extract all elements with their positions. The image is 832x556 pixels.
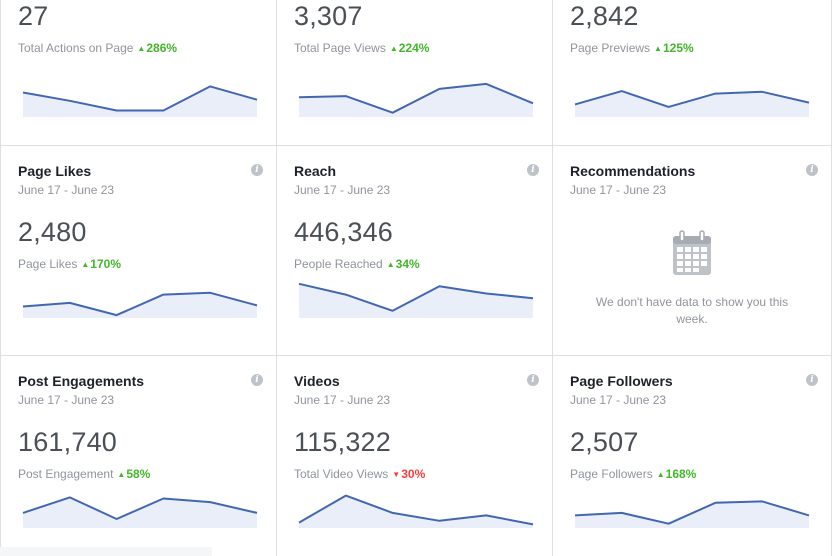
scroll-shadow xyxy=(0,547,212,556)
sparkline-area xyxy=(23,86,257,117)
card-title: Videos xyxy=(294,373,340,389)
sparkline-chart xyxy=(298,282,534,318)
card-title: Post Engagements xyxy=(18,373,145,389)
sparkline-chart xyxy=(22,496,258,528)
card-videos[interactable]: Videos June 17 - June 23 i 115,322 Total… xyxy=(277,356,553,556)
date-range: June 17 - June 23 xyxy=(18,183,115,197)
sparkline-line xyxy=(298,82,534,114)
calendar-icon xyxy=(673,230,711,275)
card-reach[interactable]: Reach June 17 - June 23 i 446,346 People… xyxy=(277,146,553,356)
card-title: Recommendations xyxy=(570,163,696,179)
metric-label-row: Total Video Views ▼30% xyxy=(294,467,425,481)
change-percent: 34% xyxy=(395,257,420,271)
down-arrow-icon: ▼ xyxy=(392,470,401,479)
change-percent: 30% xyxy=(401,467,426,481)
card-page-likes[interactable]: Page Likes June 17 - June 23 i 2,480 Pag… xyxy=(0,146,277,356)
change-percent: 168% xyxy=(665,467,697,481)
sparkline-line xyxy=(22,291,258,317)
metric-label: Page Followers xyxy=(570,467,653,481)
metric-label-row: Page Previews ▲125% xyxy=(570,41,694,55)
card-actions[interactable]: 27 Total Actions on Page ▲286% xyxy=(0,0,277,146)
sparkline-line xyxy=(574,90,810,108)
up-arrow-icon: ▲ xyxy=(389,44,398,53)
metric-value: 2,480 xyxy=(18,217,87,247)
metric-label: Post Engagement xyxy=(18,467,114,481)
sparkline-line xyxy=(298,282,534,312)
sparkline-line xyxy=(574,500,810,525)
metric-label: Page Likes xyxy=(18,257,78,271)
sparkline-area xyxy=(575,91,809,117)
sparkline-chart xyxy=(574,90,810,117)
metric-value: 3,307 xyxy=(294,1,363,31)
sparkline-area xyxy=(299,495,533,528)
metric-label: Total Video Views xyxy=(294,467,389,481)
metric-label-row: Total Page Views ▲224% xyxy=(294,41,429,55)
info-icon[interactable]: i xyxy=(527,374,539,386)
change-percent: 170% xyxy=(90,257,121,271)
up-arrow-icon: ▲ xyxy=(654,44,662,53)
date-range: June 17 - June 23 xyxy=(570,393,667,407)
metric-value: 446,346 xyxy=(294,217,393,247)
card-title: Reach xyxy=(294,163,337,179)
info-icon[interactable]: i xyxy=(527,164,539,176)
sparkline-area xyxy=(23,497,257,528)
metric-value: 115,322 xyxy=(294,427,391,457)
up-arrow-icon: ▲ xyxy=(81,260,90,269)
empty-state-message: We don't have data to show you this week… xyxy=(595,295,789,326)
card-title: Page Followers xyxy=(570,373,673,389)
change-percent: 125% xyxy=(662,41,694,55)
date-range: June 17 - June 23 xyxy=(18,393,115,407)
metric-label-row: People Reached ▲34% xyxy=(294,257,420,271)
date-range: June 17 - June 23 xyxy=(294,183,391,197)
sparkline-line xyxy=(298,494,534,526)
change-percent: 224% xyxy=(398,41,430,55)
info-icon[interactable]: i xyxy=(251,374,263,386)
up-arrow-icon: ▲ xyxy=(117,470,126,479)
sparkline-chart xyxy=(298,82,534,117)
sparkline-area xyxy=(575,501,809,528)
info-icon[interactable]: i xyxy=(806,164,818,176)
card-page-previews[interactable]: 2,842 Page Previews ▲125% xyxy=(553,0,832,146)
empty-state xyxy=(553,230,831,281)
info-icon[interactable]: i xyxy=(806,374,818,386)
card-page-views[interactable]: 3,307 Total Page Views ▲224% xyxy=(277,0,553,146)
metric-value: 2,507 xyxy=(570,427,639,457)
metric-label: People Reached xyxy=(294,257,383,271)
info-icon[interactable]: i xyxy=(251,164,263,176)
sparkline-chart xyxy=(574,500,810,528)
card-recommendations[interactable]: Recommendations June 17 - June 23 i We d… xyxy=(553,146,832,356)
metric-value: 161,740 xyxy=(18,427,117,457)
metric-label-row: Page Followers ▲168% xyxy=(570,467,696,481)
card-page-followers[interactable]: Page Followers June 17 - June 23 i 2,507… xyxy=(553,356,832,556)
date-range: June 17 - June 23 xyxy=(570,183,667,197)
metric-value: 2,842 xyxy=(570,1,639,31)
up-arrow-icon: ▲ xyxy=(137,44,146,53)
up-arrow-icon: ▲ xyxy=(386,260,395,269)
card-title: Page Likes xyxy=(18,163,92,179)
sparkline-chart xyxy=(22,85,258,117)
metric-label-row: Total Actions on Page ▲286% xyxy=(18,41,177,55)
metric-label-row: Post Engagement ▲58% xyxy=(18,467,150,481)
sparkline-line xyxy=(22,496,258,520)
metric-label-row: Page Likes ▲170% xyxy=(18,257,121,271)
metric-value: 27 xyxy=(18,1,49,31)
sparkline-line xyxy=(22,85,258,112)
sparkline-chart xyxy=(298,494,534,528)
change-percent: 286% xyxy=(146,41,178,55)
date-range: June 17 - June 23 xyxy=(294,393,391,407)
up-arrow-icon: ▲ xyxy=(656,470,665,479)
card-post-engagements[interactable]: Post Engagements June 17 - June 23 i 161… xyxy=(0,356,277,556)
sparkline-area xyxy=(299,83,533,117)
sparkline-chart xyxy=(22,291,258,318)
metric-label: Page Previews xyxy=(570,41,651,55)
metric-label: Total Page Views xyxy=(294,41,386,55)
change-percent: 58% xyxy=(126,467,151,481)
metric-label: Total Actions on Page xyxy=(18,41,134,55)
sparkline-area xyxy=(299,283,533,318)
